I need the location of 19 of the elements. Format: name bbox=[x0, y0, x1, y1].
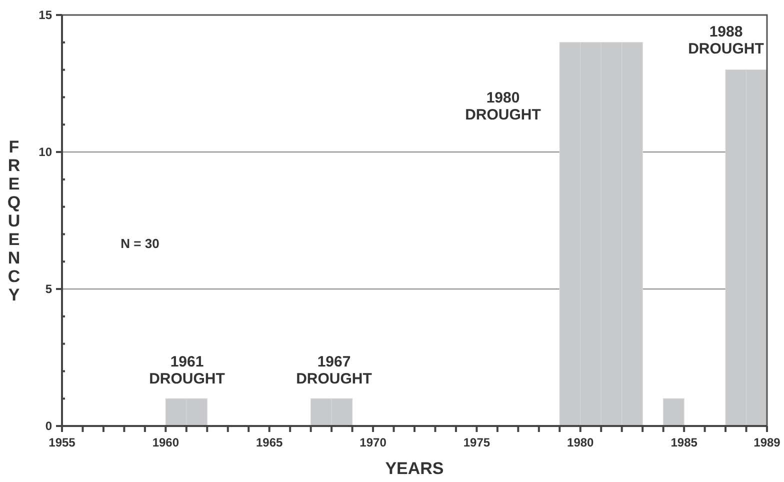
x-tick-label: 1970 bbox=[360, 436, 387, 450]
y-tick-label: 0 bbox=[45, 418, 52, 433]
x-tick-label: 1975 bbox=[463, 436, 490, 450]
annotation: N = 30 bbox=[120, 236, 160, 251]
annotation: 1967 DROUGHT bbox=[296, 354, 372, 388]
x-tick-label: 1955 bbox=[48, 436, 76, 450]
x-tick-label: 1989 bbox=[754, 436, 781, 450]
annotation: 1980 DROUGHT bbox=[465, 90, 541, 124]
x-tick-label: 1980 bbox=[567, 436, 594, 450]
y-tick-label: 15 bbox=[38, 8, 52, 22]
text: FREQUENCY bbox=[7, 138, 21, 304]
y-tick-label: 5 bbox=[45, 282, 52, 296]
y-tick-label: 10 bbox=[38, 144, 52, 159]
x-tick-label: 1985 bbox=[670, 436, 698, 450]
annotation: 1961 DROUGHT bbox=[149, 354, 225, 388]
x-axis-title: YEARS bbox=[385, 459, 444, 478]
x-tick-label: 1960 bbox=[152, 436, 180, 450]
x-tick-label: 1965 bbox=[256, 436, 284, 450]
annotation: 1988 DROUGHT bbox=[688, 24, 764, 58]
